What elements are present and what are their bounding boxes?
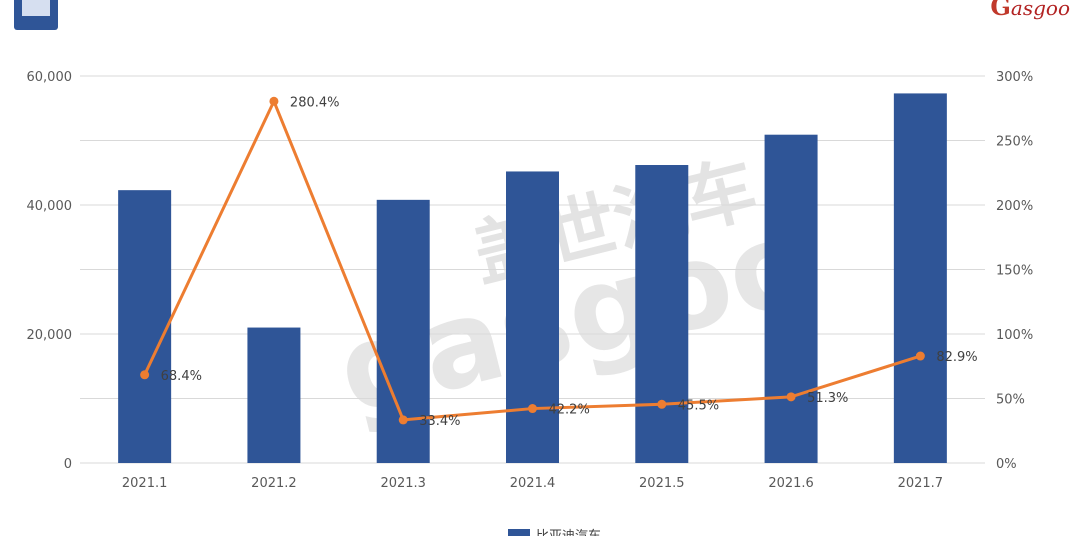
right-tick-label: 250%	[996, 135, 1033, 150]
right-tick-label: 50%	[996, 393, 1025, 408]
legend-swatch-bar	[508, 529, 530, 536]
line-point	[915, 351, 925, 361]
left-tick-label: 0	[64, 457, 72, 472]
line-data-label: 68.4%	[161, 369, 202, 384]
line-point	[786, 392, 796, 402]
line-data-label: 51.3%	[807, 391, 848, 406]
line-point	[657, 399, 667, 409]
bar	[247, 327, 301, 463]
line-data-label: 82.9%	[936, 350, 977, 365]
left-axis: 0 20,000 40,000 60,000	[27, 70, 73, 472]
right-tick-label: 200%	[996, 199, 1033, 214]
left-tick-label: 20,000	[27, 328, 73, 343]
line-series: 68.4% 280.4% 33.4% 42.2% 45.5% 51.3% 82.9%	[140, 95, 978, 429]
line-data-label: 280.4%	[290, 95, 340, 110]
right-tick-label: 0%	[996, 457, 1017, 472]
x-tick-label: 2021.4	[510, 476, 556, 491]
bar	[506, 171, 559, 463]
logo-mark: G	[990, 0, 1011, 21]
line-data-label: 45.5%	[678, 398, 719, 413]
line-point	[269, 96, 279, 106]
right-axis: 0% 50% 100% 150% 200% 250% 300%	[996, 70, 1033, 472]
x-tick-label: 2021.1	[122, 476, 168, 491]
left-tick-label: 40,000	[27, 199, 73, 214]
legend: 比亚迪汽车	[508, 528, 601, 536]
header-accent-block	[14, 0, 58, 30]
bar	[893, 93, 947, 463]
bar	[764, 134, 818, 463]
right-tick-label: 300%	[996, 70, 1033, 85]
right-tick-label: 150%	[996, 264, 1033, 279]
line-data-label: 33.4%	[419, 414, 460, 429]
right-tick-label: 100%	[996, 328, 1033, 343]
line-data-label: 42.2%	[549, 403, 590, 418]
bar	[635, 165, 689, 463]
x-axis: 2021.1 2021.2 2021.3 2021.4 2021.5 2021.6 2021…	[122, 476, 943, 491]
x-tick-label: 2021.7	[898, 476, 944, 491]
line-point	[398, 415, 408, 425]
line-point	[528, 404, 537, 414]
x-tick-label: 2021.5	[639, 476, 685, 491]
bar	[118, 190, 172, 464]
left-tick-label: 60,000	[27, 70, 73, 85]
legend-label-bar: 比亚迪汽车	[536, 528, 601, 536]
x-tick-label: 2021.6	[768, 476, 814, 491]
x-tick-label: 2021.2	[251, 476, 297, 491]
line-point	[140, 370, 150, 380]
x-tick-label: 2021.3	[380, 476, 426, 491]
logo-wordmark: asgoo	[1010, 0, 1070, 20]
gasgoo-logo: Gasgoo	[990, 0, 1070, 21]
